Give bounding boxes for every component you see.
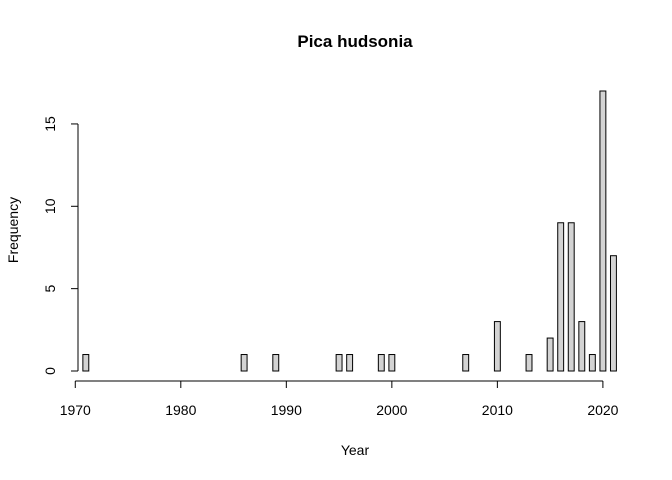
x-tick-label: 2000 [376, 402, 407, 418]
chart-title: Pica hudsonia [297, 32, 413, 51]
bar [567, 222, 575, 372]
bar [588, 354, 596, 372]
y-tick-label: 10 [42, 198, 58, 214]
bar [335, 354, 343, 372]
y-axis: 0 5 10 15 [42, 116, 79, 375]
bar [462, 354, 470, 372]
x-tick-label: 1970 [60, 402, 91, 418]
x-tick-label: 1990 [271, 402, 302, 418]
x-tick-label: 1980 [165, 402, 196, 418]
bar [82, 354, 90, 372]
y-axis-label: Frequency [5, 197, 21, 263]
bar [557, 222, 565, 372]
bar [599, 90, 607, 372]
bar [546, 337, 554, 372]
y-tick-label: 5 [42, 285, 58, 293]
bar [578, 321, 586, 372]
x-tick-label: 2010 [482, 402, 513, 418]
bar [525, 354, 533, 372]
bar [377, 354, 385, 372]
y-tick-label: 0 [42, 367, 58, 375]
bars-group [82, 90, 617, 372]
bar [609, 255, 617, 372]
y-tick-label: 15 [42, 116, 58, 132]
bar [346, 354, 354, 372]
bar [240, 354, 248, 372]
x-axis-label: Year [341, 442, 370, 458]
bar [388, 354, 396, 372]
x-tick-label: 2020 [587, 402, 618, 418]
bar [493, 321, 501, 372]
x-axis: 1970 1980 1990 2000 2010 2020 [60, 380, 619, 418]
bar [272, 354, 280, 372]
